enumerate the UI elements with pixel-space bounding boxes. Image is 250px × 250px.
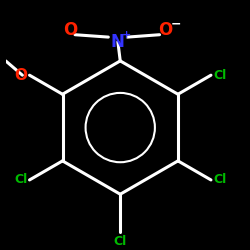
Text: +: + <box>122 30 131 40</box>
Text: O: O <box>14 68 27 83</box>
Text: −: − <box>171 18 181 30</box>
Text: Cl: Cl <box>114 235 127 248</box>
Text: Cl: Cl <box>213 174 226 186</box>
Text: O: O <box>158 21 172 39</box>
Text: N: N <box>111 33 125 51</box>
Text: O: O <box>63 21 77 39</box>
Text: Cl: Cl <box>14 174 27 186</box>
Text: Cl: Cl <box>213 69 226 82</box>
